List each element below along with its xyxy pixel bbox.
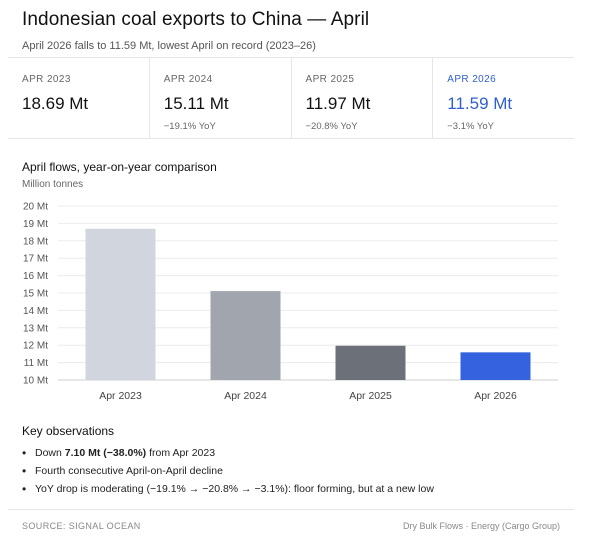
kpi-value: 11.97 Mt — [305, 94, 371, 113]
x-tick-label: Apr 2023 — [99, 390, 142, 402]
y-tick-label: 13 Mt — [23, 323, 48, 334]
kpi-label: APR 2024 — [163, 74, 213, 85]
bar-chart: 10 Mt 11 Mt 12 Mt 13 Mt 14 Mt 15 Mt 16 Mt 17 Mt… — [23, 202, 558, 402]
bar-apr-2025 — [335, 345, 406, 380]
y-tick-label: 15 Mt — [23, 289, 48, 300]
bar-apr-2026 — [460, 352, 531, 380]
page-subtitle: April 2026 falls to 11.59 Mt, lowest Apr… — [22, 40, 316, 52]
observations-list: Down 7.10 Mt (−38.0%) from Apr 2023 Four… — [22, 446, 578, 496]
y-tick-label: 10 Mt — [23, 376, 48, 387]
y-tick-label: 20 Mt — [23, 202, 48, 213]
kpi-apr-2026: APR 2026 11.59 Mt −3.1% YoY — [433, 58, 574, 138]
y-tick-label: 11 Mt — [24, 358, 48, 369]
page-title: Indonesian coal exports to China — April — [22, 9, 370, 30]
kpi-label: APR 2026 — [447, 74, 497, 85]
observation-item: YoY drop is moderating (−19.1% → −20.8% … — [22, 482, 578, 496]
bar-apr-2024 — [210, 291, 281, 380]
kpi-change: −3.1% YoY — [447, 121, 495, 132]
source-note: SOURCE: SIGNAL OCEAN — [22, 521, 141, 531]
observations-title: Key observations — [22, 424, 115, 438]
observation-text: Down — [35, 447, 65, 459]
y-tick-label: 16 Mt — [23, 271, 48, 282]
kpi-change: −19.1% YoY — [163, 121, 216, 132]
kpi-apr-2023: APR 2023 18.69 Mt — [8, 58, 150, 138]
footer-credit: Dry Bulk Flows · Energy (Cargo Group) — [402, 521, 560, 531]
x-tick-label: Apr 2024 — [224, 390, 267, 402]
y-tick-label: 12 Mt — [23, 341, 48, 352]
x-tick-label: Apr 2025 — [349, 390, 392, 402]
observation-text: YoY drop is moderating (−19.1% → −20.8% … — [35, 483, 434, 495]
kpi-change: −20.8% YoY — [305, 121, 358, 132]
kpi-value: 11.59 Mt — [447, 94, 513, 113]
page-footer: SOURCE: SIGNAL OCEAN Dry Bulk Flows · En… — [8, 509, 574, 531]
page-header: Indonesian coal exports to China — April… — [22, 9, 578, 52]
observation-item: Down 7.10 Mt (−38.0%) from Apr 2023 — [22, 446, 578, 460]
bar-apr-2023 — [85, 228, 156, 380]
y-tick-label: 19 Mt — [23, 219, 48, 230]
kpi-value: 18.69 Mt — [22, 94, 89, 113]
observation-item: Fourth consecutive April-on-April declin… — [22, 464, 578, 478]
key-observations: Key observations Down 7.10 Mt (−38.0%) f… — [22, 424, 578, 501]
chart-unit-label: Million tonnes — [22, 179, 84, 190]
kpi-value: 15.11 Mt — [163, 94, 229, 113]
chart-title: April flows, year-on-year comparison — [22, 160, 217, 174]
kpi-row: APR 2023 18.69 Mt APR 2024 15.11 Mt −19.… — [8, 57, 574, 139]
y-tick-label: 18 Mt — [23, 236, 48, 247]
kpi-apr-2024: APR 2024 15.11 Mt −19.1% YoY — [150, 58, 292, 138]
observation-highlight: 7.10 Mt (−38.0%) — [64, 447, 147, 459]
observation-text: from Apr 2023 — [146, 447, 216, 459]
x-tick-label: Apr 2026 — [474, 390, 517, 402]
kpi-label: APR 2025 — [305, 74, 355, 85]
observation-text: Fourth consecutive April-on-April declin… — [35, 465, 223, 477]
kpi-label: APR 2023 — [22, 74, 71, 85]
y-tick-label: 17 Mt — [23, 254, 48, 265]
y-tick-label: 14 Mt — [23, 306, 48, 317]
kpi-apr-2025: APR 2025 11.97 Mt −20.8% YoY — [292, 58, 434, 138]
